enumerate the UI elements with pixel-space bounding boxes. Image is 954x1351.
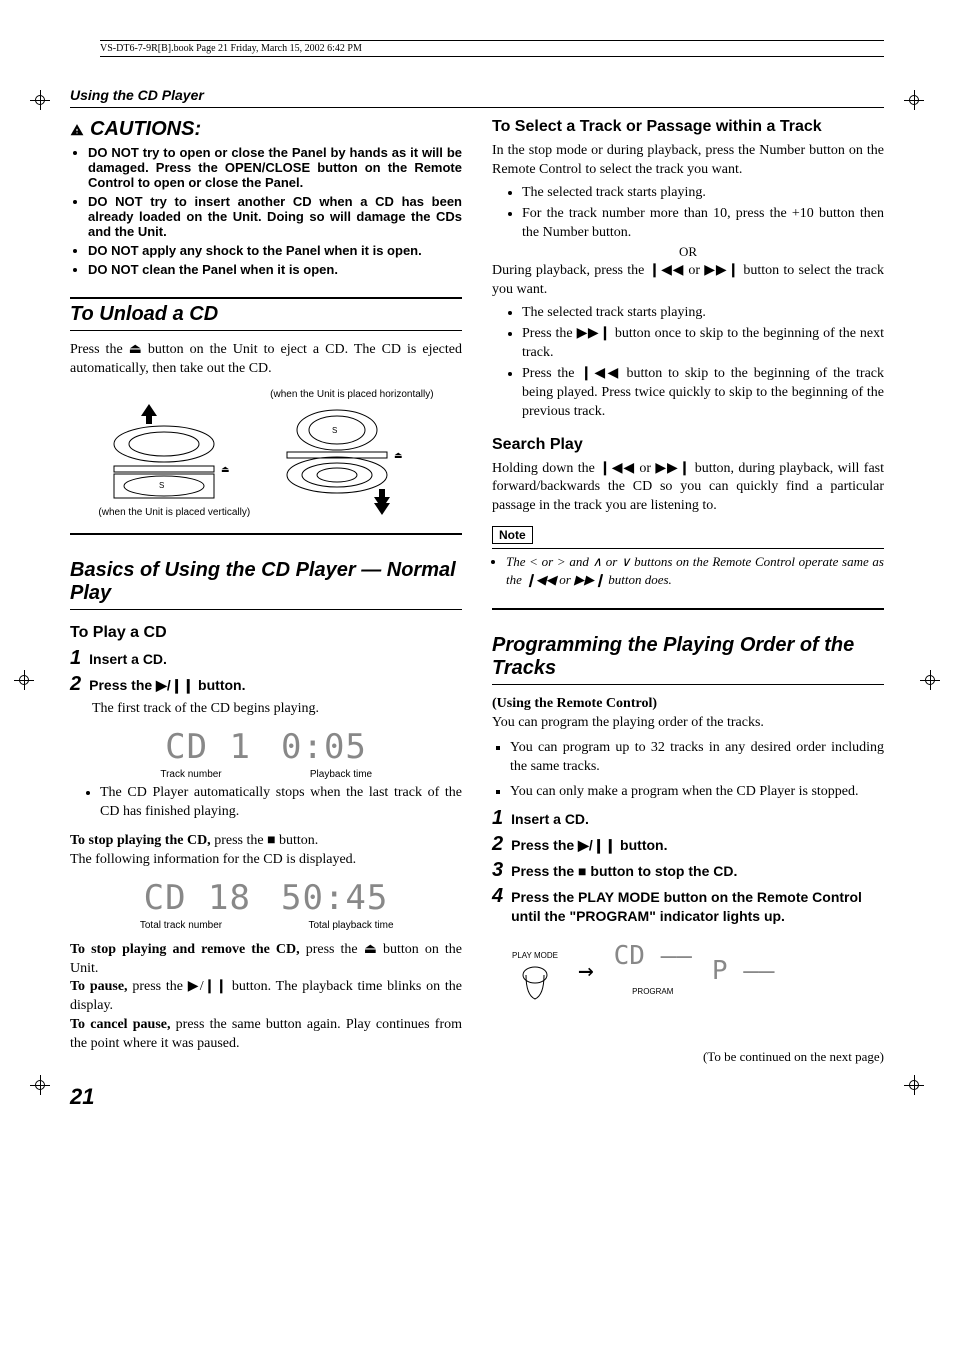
stop-text: press the ■ button. bbox=[211, 833, 319, 848]
program-heading: Programming the Playing Order of the Tra… bbox=[492, 630, 884, 685]
note-text: The < or > and ∧ or ∨ buttons on the Rem… bbox=[506, 553, 884, 588]
unload-text: Press the ⏏ button on the Unit to eject … bbox=[70, 341, 462, 379]
playmode-label: PLAY MODE bbox=[512, 951, 558, 960]
step-number: 3 bbox=[492, 860, 503, 880]
svg-text:⏏: ⏏ bbox=[221, 464, 230, 474]
playmode-diagram: PLAY MODE → CD –– PROGRAM P –– bbox=[512, 935, 884, 1008]
step-number: 1 bbox=[492, 808, 503, 828]
lcd-total-track: CD 18 bbox=[144, 878, 251, 918]
remove-label: To stop playing and remove the CD, bbox=[70, 942, 300, 957]
diagram-label-vertical: (when the Unit is placed vertically) bbox=[98, 507, 250, 518]
select-bullet: Press the ❙◀◀ button to skip to the begi… bbox=[522, 365, 884, 422]
lcd-label: Total track number bbox=[111, 920, 251, 931]
step-text: Press the ▶/❙❙ button. bbox=[89, 676, 245, 694]
lcd-label: Track number bbox=[131, 769, 251, 780]
lcd-label: Total playback time bbox=[281, 920, 421, 931]
svg-text:⏏: ⏏ bbox=[394, 450, 403, 460]
lcd-cd: CD –– bbox=[614, 941, 692, 971]
disc-horizontal-icon: S ⏏ bbox=[282, 400, 422, 520]
first-track-text: The first track of the CD begins playing… bbox=[92, 700, 462, 719]
lcd-total-time: 50:45 bbox=[281, 878, 388, 918]
program-note: You can only make a program when the CD … bbox=[510, 783, 884, 802]
section-header: Using the CD Player bbox=[70, 87, 884, 103]
or-label: OR bbox=[492, 244, 884, 260]
lcd-track: CD 1 bbox=[165, 727, 251, 767]
cautions-heading: CAUTIONS: bbox=[70, 118, 462, 141]
registration-mark bbox=[904, 1075, 924, 1095]
using-remote: (Using the Remote Control) bbox=[492, 696, 657, 711]
search-text: Holding down the ❙◀◀ or ▶▶❙ button, duri… bbox=[492, 460, 884, 517]
step-number: 1 bbox=[70, 648, 81, 668]
basics-heading: Basics of Using the CD Player — Normal P… bbox=[70, 555, 462, 610]
registration-mark bbox=[30, 1075, 50, 1095]
lcd-display-1: CD 1 0:05 bbox=[70, 727, 462, 767]
cautions-list: DO NOT try to open or close the Panel by… bbox=[70, 145, 462, 277]
registration-mark bbox=[14, 670, 34, 690]
select-heading: To Select a Track or Passage within a Tr… bbox=[492, 118, 884, 136]
svg-text:S: S bbox=[332, 426, 337, 435]
step-number: 4 bbox=[492, 886, 503, 906]
select-bullet: For the track number more than 10, press… bbox=[522, 205, 884, 243]
select-intro: In the stop mode or during playback, pre… bbox=[492, 142, 884, 180]
registration-mark bbox=[920, 670, 940, 690]
program-note: You can program up to 32 tracks in any d… bbox=[510, 739, 884, 777]
caution-item: DO NOT apply any shock to the Panel when… bbox=[88, 243, 462, 258]
cautions-title: CAUTIONS: bbox=[90, 118, 201, 141]
select-bullet: Press the ▶▶❙ button once to skip to the… bbox=[522, 325, 884, 363]
stop-label: To stop playing the CD, bbox=[70, 833, 211, 848]
continued-label: (To be continued on the next page) bbox=[492, 1048, 884, 1066]
book-header: VS-DT6-7-9R[B].book Page 21 Friday, Marc… bbox=[100, 40, 884, 57]
program-intro: You can program the playing order of the… bbox=[492, 714, 884, 733]
step-number: 2 bbox=[70, 674, 81, 694]
auto-stop-text: The CD Player automatically stops when t… bbox=[100, 784, 462, 822]
lcd-p: P –– bbox=[712, 956, 775, 986]
step-text: Press the PLAY MODE button on the Remote… bbox=[511, 888, 884, 924]
diagram-label-horizontal: (when the Unit is placed horizontally) bbox=[270, 389, 433, 400]
select-during: During playback, press the ❙◀◀ or ▶▶❙ bu… bbox=[492, 262, 884, 300]
note-label: Note bbox=[492, 526, 533, 544]
lcd-time: 0:05 bbox=[281, 727, 367, 767]
search-heading: Search Play bbox=[492, 436, 884, 454]
lcd-label: Playback time bbox=[281, 769, 401, 780]
lcd-display-2: CD 18 50:45 bbox=[70, 878, 462, 918]
step-text: Press the ■ button to stop the CD. bbox=[511, 862, 737, 880]
caution-icon bbox=[70, 123, 84, 137]
registration-mark bbox=[30, 90, 50, 110]
caution-item: DO NOT try to open or close the Panel by… bbox=[88, 145, 462, 190]
unload-diagram: S ⏏ (when the Unit is placed vertically)… bbox=[70, 389, 462, 523]
cancel-label: To cancel pause, bbox=[70, 1017, 170, 1032]
step-text: Press the ▶/❙❙ button. bbox=[511, 836, 667, 854]
step-text: Insert a CD. bbox=[511, 810, 589, 828]
caution-item: DO NOT clean the Panel when it is open. bbox=[88, 262, 462, 277]
to-play-heading: To Play a CD bbox=[70, 624, 462, 642]
caution-item: DO NOT try to insert another CD when a C… bbox=[88, 194, 462, 239]
page-number: 21 bbox=[70, 1084, 462, 1110]
button-icon bbox=[520, 965, 550, 1001]
pause-label: To pause, bbox=[70, 979, 128, 994]
select-bullet: The selected track starts playing. bbox=[522, 184, 884, 203]
pause-text: press the ▶/❙❙ button. The playback time… bbox=[70, 979, 462, 1013]
disc-vertical-icon: S ⏏ bbox=[109, 394, 239, 504]
following-text: The following information for the CD is … bbox=[70, 851, 462, 870]
program-indicator: PROGRAM bbox=[632, 987, 673, 996]
step-text: Insert a CD. bbox=[89, 650, 167, 668]
svg-text:S: S bbox=[159, 481, 164, 490]
unload-heading: To Unload a CD bbox=[70, 297, 462, 331]
registration-mark bbox=[904, 90, 924, 110]
select-bullet: The selected track starts playing. bbox=[522, 304, 884, 323]
step-number: 2 bbox=[492, 834, 503, 854]
